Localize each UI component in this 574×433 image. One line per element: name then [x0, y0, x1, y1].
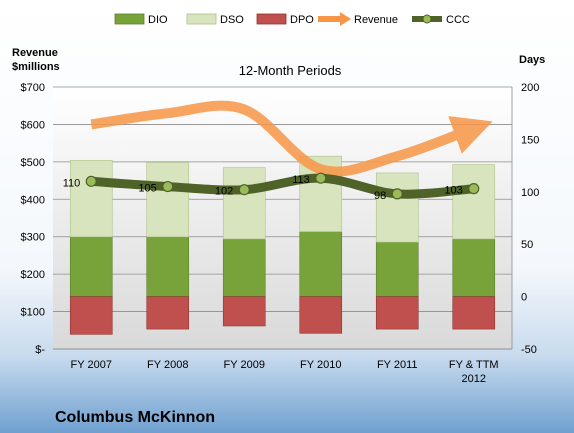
right-axis: -50 0 50 100 150 200	[511, 82, 539, 356]
bar-dso	[146, 162, 190, 238]
bar-dio	[452, 238, 496, 297]
x-tick-label: FY 2011	[377, 359, 418, 371]
right-tick-label: 150	[521, 134, 539, 146]
bar-dio	[375, 241, 419, 297]
revenue-series	[90, 100, 493, 177]
bar-dpo	[69, 296, 113, 335]
ccc-point	[238, 184, 250, 196]
legend-arrow-head	[340, 12, 351, 26]
left-tick-label: $-	[35, 344, 45, 356]
right-tick-label: 200	[521, 82, 539, 94]
x-tick-label: FY 2009	[224, 359, 265, 371]
left-axis: $- $100 $200 $300 $400 $500 $600 $700	[21, 82, 46, 356]
left-tick-label: $600	[21, 119, 45, 131]
right-axis-label: Days	[519, 54, 545, 66]
ccc-data-label: 102	[215, 186, 233, 198]
ccc-point	[468, 183, 480, 195]
left-axis-label-line1: Revenue	[12, 47, 58, 59]
ccc-data-label: 110	[63, 177, 81, 189]
left-tick-label: $700	[21, 82, 45, 94]
bar-dso	[69, 160, 113, 238]
legend-label-dso: DSO	[220, 14, 244, 26]
bar-dso	[222, 167, 266, 240]
legend-swatch-dpo	[256, 13, 287, 25]
ccc-point	[162, 180, 174, 193]
bar-dpo	[452, 296, 496, 330]
ccc-point	[391, 188, 403, 200]
legend-swatch-dso	[186, 13, 217, 25]
ccc-data-label: 105	[138, 183, 156, 195]
legend-label-ccc: CCC	[446, 14, 470, 26]
right-tick-label: -50	[521, 344, 537, 356]
right-tick-label: 50	[521, 239, 533, 251]
plot-area	[53, 87, 512, 349]
left-tick-label: $400	[21, 194, 45, 206]
ccc-point	[85, 175, 97, 187]
ccc-line	[86, 173, 479, 199]
x-tick-label: FY 2010	[300, 359, 341, 371]
company-name: Columbus McKinnon	[55, 409, 215, 426]
ccc-data-label: 113	[292, 174, 310, 186]
left-tick-label: $200	[21, 269, 45, 281]
legend-label-dpo: DPO	[290, 14, 314, 26]
ccc-data-label: 98	[374, 190, 386, 202]
revenue-line	[90, 100, 493, 177]
bar-dio	[299, 231, 343, 297]
bar-dpo	[299, 296, 343, 334]
legend-label-dio: DIO	[148, 14, 168, 26]
legend-label-revenue: Revenue	[354, 14, 398, 26]
x-tick-label: FY 2008	[147, 359, 188, 371]
chart-title: 12-Month Periods	[239, 63, 342, 78]
x-tick-label: FY & TTM 2012	[449, 359, 499, 385]
bar-dpo	[375, 296, 419, 330]
ccc-data-label: 103	[444, 185, 462, 197]
ccc-point	[315, 172, 327, 184]
left-tick-label: $300	[21, 232, 45, 244]
x-axis: FY 2007 FY 2008 FY 2009 FY 2010 FY 2011 FY & …	[53, 348, 512, 385]
right-tick-label: 0	[521, 292, 527, 304]
right-tick-label: 100	[521, 187, 539, 199]
bar-dio	[146, 236, 190, 297]
x-tick-label: FY 2007	[71, 359, 112, 371]
legend: DIO DSO DPO Revenue CCC	[114, 12, 470, 26]
bar-dso	[375, 172, 419, 243]
left-tick-label: $500	[21, 157, 45, 169]
bars	[69, 155, 496, 335]
left-axis-label-line2: $millions	[12, 61, 60, 73]
bar-dio	[69, 236, 113, 297]
bar-dpo	[146, 296, 190, 330]
legend-marker-ccc	[422, 14, 432, 24]
legend-swatch-dio	[114, 13, 145, 25]
bar-dpo	[222, 296, 266, 327]
bar-dso	[452, 164, 496, 240]
ccc-series: 110 105 102 113 98 103	[63, 172, 480, 202]
left-tick-label: $100	[21, 307, 45, 319]
bar-dio	[222, 238, 266, 297]
